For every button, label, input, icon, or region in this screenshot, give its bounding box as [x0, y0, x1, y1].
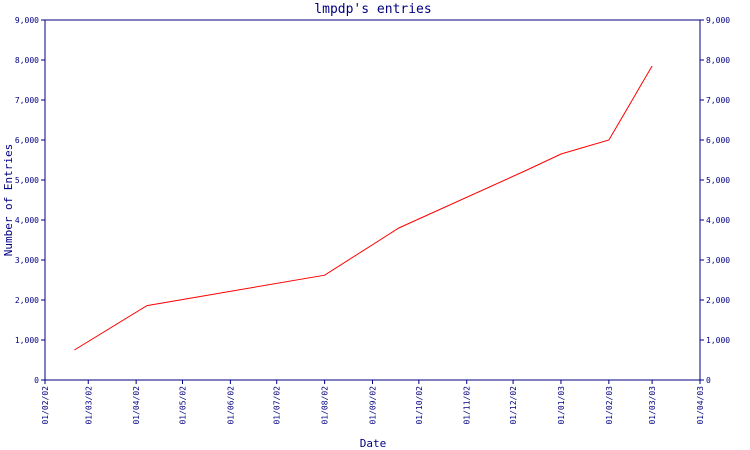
entries-series-line — [74, 65, 653, 351]
plot-frame — [44, 19, 701, 381]
y-tick-label-right: 1,000 — [706, 336, 730, 345]
y-tick-label-right: 0 — [706, 376, 711, 385]
y-tick-label-left: 9,000 — [15, 16, 39, 25]
y-tick-label-right: 9,000 — [706, 16, 730, 25]
x-tick-label: 01/04/02 — [132, 386, 141, 425]
y-tick-label-right: 8,000 — [706, 56, 730, 65]
chart-title: lmpdp's entries — [314, 2, 431, 17]
right-y-axis: 0 1,000 2,000 3,000 4,000 5,000 6,000 7,000 8,00… — [700, 16, 730, 385]
x-tick-label: 01/05/02 — [178, 386, 187, 425]
y-tick-label-right: 3,000 — [706, 256, 730, 265]
y-tick-label-left: 7,000 — [15, 96, 39, 105]
y-tick-label-left: 1,000 — [15, 336, 39, 345]
x-axis-label: Date — [360, 437, 387, 450]
x-tick-label: 01/01/03 — [557, 386, 566, 425]
x-tick-label: 01/11/02 — [463, 386, 472, 425]
x-tick-label: 01/12/02 — [509, 386, 518, 425]
y-tick-label-left: 3,000 — [15, 256, 39, 265]
y-tick-label-right: 5,000 — [706, 176, 730, 185]
y-tick-label-right: 2,000 — [706, 296, 730, 305]
y-tick-label-left: 6,000 — [15, 136, 39, 145]
x-tick-label: 01/06/02 — [226, 386, 235, 425]
y-tick-label-left: 4,000 — [15, 216, 39, 225]
y-tick-label-right: 4,000 — [706, 216, 730, 225]
left-y-axis: 0 1,000 2,000 3,000 4,000 5,000 6,000 7,000 8,00… — [15, 16, 45, 385]
y-tick-label-right: 7,000 — [706, 96, 730, 105]
x-tick-label: 01/08/02 — [321, 386, 330, 425]
x-tick-label: 01/03/03 — [648, 386, 657, 425]
y-tick-label-left: 0 — [34, 376, 39, 385]
y-tick-label-left: 5,000 — [15, 176, 39, 185]
x-axis: 01/02/02 01/03/02 01/04/02 01/05/02 01/06/02… — [41, 380, 705, 425]
y-axis-label: Number of Entries — [2, 144, 15, 257]
x-tick-label: 01/02/03 — [605, 386, 614, 425]
x-tick-label: 01/04/03 — [696, 386, 705, 425]
x-tick-label: 01/10/02 — [415, 386, 424, 425]
y-tick-label-left: 2,000 — [15, 296, 39, 305]
x-tick-label: 01/07/02 — [273, 386, 282, 425]
y-tick-label-right: 6,000 — [706, 136, 730, 145]
x-tick-label: 01/09/02 — [369, 386, 378, 425]
y-tick-label-left: 8,000 — [15, 56, 39, 65]
x-tick-label: 01/03/02 — [84, 386, 93, 425]
x-tick-label: 01/02/02 — [41, 386, 50, 425]
